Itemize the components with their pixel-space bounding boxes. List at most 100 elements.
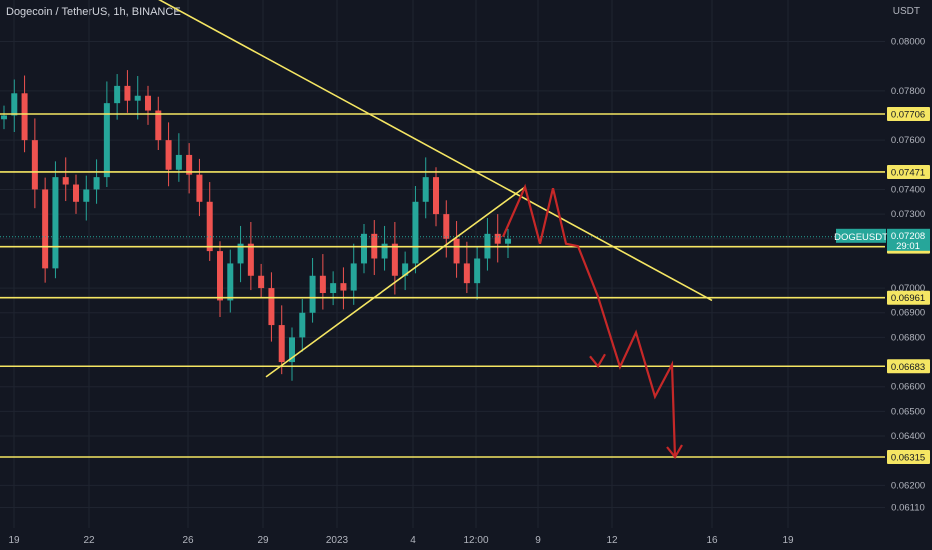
candle-body (206, 201, 213, 252)
candle-body (258, 275, 265, 289)
horizontal-levels (0, 113, 885, 458)
candle-body (268, 288, 275, 326)
y-tick-label: 0.07800 (891, 86, 925, 97)
y-axis: 0.08000 0.07800 0.07600 0.07400 0.07300 0.072… (891, 37, 925, 514)
candle-body (319, 275, 326, 294)
candle-body (1, 115, 7, 120)
projection-path (501, 183, 683, 459)
x-tick-label: 12 (606, 535, 618, 546)
level-label: 0.06961 (891, 293, 925, 304)
candle-body (278, 325, 285, 363)
candle-body (350, 263, 357, 291)
chart-title: Dogecoin / TetherUS, 1h, BINANCE (6, 6, 181, 18)
candle-body (330, 283, 337, 294)
candle-body (505, 238, 511, 244)
candle-body (299, 312, 306, 338)
candle-body (289, 337, 295, 363)
y-tick-label: 0.06400 (891, 431, 925, 442)
candle-body (21, 93, 28, 141)
candle-body (340, 283, 347, 291)
candle-body (83, 189, 90, 202)
x-tick-label: 26 (182, 535, 194, 546)
level-label: 0.06315 (891, 453, 925, 464)
level-label-bg (887, 107, 930, 121)
trendline (158, 0, 713, 302)
level-label: 0.07706 (891, 110, 925, 121)
candle-body (412, 201, 419, 264)
candle-body (42, 189, 49, 269)
candle-body (175, 154, 182, 170)
candle-body (402, 263, 409, 276)
candle-body (31, 140, 38, 190)
candle-body (196, 174, 203, 202)
price-labels: 0.077060.074710.071680.069610.066830.063… (834, 107, 930, 464)
x-tick-label: 19 (8, 535, 20, 546)
level-label-bg (887, 290, 930, 305)
candle-body (145, 95, 151, 111)
x-tick-label: 2023 (326, 535, 349, 546)
candle-body (391, 243, 398, 276)
y-tick-label: 0.06110 (891, 503, 925, 514)
candle-body (247, 243, 254, 276)
grid (0, 0, 885, 528)
candle-body (422, 177, 429, 202)
candle-body (463, 263, 470, 284)
projection-arrowhead (589, 353, 606, 369)
candle-body (227, 263, 234, 301)
candle-body (443, 214, 450, 239)
candle-body (73, 184, 79, 202)
y-tick-label: 0.06200 (891, 480, 925, 491)
y-tick-label: 0.07600 (891, 135, 925, 146)
candle-body (52, 177, 59, 269)
y-tick-label: 0.06600 (891, 382, 925, 393)
trendline (265, 186, 526, 378)
candle-body (11, 93, 18, 116)
currency-label: USDT (892, 6, 920, 17)
candle-body (62, 177, 69, 185)
candle-body (165, 140, 172, 170)
x-tick-label: 4 (410, 535, 416, 546)
candle-body (155, 110, 162, 141)
candle-countdown: 29:01 (896, 241, 920, 252)
candle-body (474, 258, 481, 284)
candle-body (134, 95, 141, 101)
candle-body (433, 177, 439, 215)
level-label: 0.06683 (891, 362, 925, 373)
candle-body (217, 251, 223, 301)
candle-body (494, 233, 501, 244)
level-label-bg (887, 359, 930, 374)
x-tick-label: 16 (706, 535, 718, 546)
current-symbol: DOGEUSDT (834, 232, 888, 243)
candle-body (103, 103, 110, 178)
candle-body (114, 85, 121, 104)
level-label-bg (887, 164, 930, 179)
x-tick-label: 22 (83, 535, 95, 546)
x-tick-label: 9 (535, 535, 541, 546)
x-tick-label: 12:00 (463, 535, 488, 546)
y-tick-label: 0.07400 (891, 184, 925, 195)
y-tick-label: 0.06800 (891, 332, 925, 343)
candle-body (124, 85, 131, 101)
x-axis: 19 22 26 29 2023 4 12:00 9 12 16 19 (8, 535, 794, 546)
y-tick-label: 0.06900 (891, 308, 925, 319)
candle-body (381, 243, 388, 259)
candle-body (237, 243, 244, 264)
candle-body (93, 177, 100, 190)
candle-body (186, 154, 193, 175)
current-price: 0.07208 (891, 231, 925, 242)
x-tick-label: 29 (257, 535, 269, 546)
candles (1, 70, 511, 381)
candle-body (453, 238, 460, 264)
current-symbol-bg (836, 228, 886, 243)
current-price-bg (887, 228, 930, 251)
y-tick-label: 0.07300 (891, 209, 925, 220)
candle-body (309, 275, 316, 313)
projection-arrowhead (666, 444, 683, 459)
level-label-bg (887, 450, 930, 464)
y-tick-label: 0.08000 (891, 37, 925, 48)
x-tick-label: 19 (782, 535, 794, 546)
y-tick-label: 0.07000 (891, 283, 925, 294)
trendlines (158, 0, 713, 378)
candle-body (361, 233, 367, 264)
